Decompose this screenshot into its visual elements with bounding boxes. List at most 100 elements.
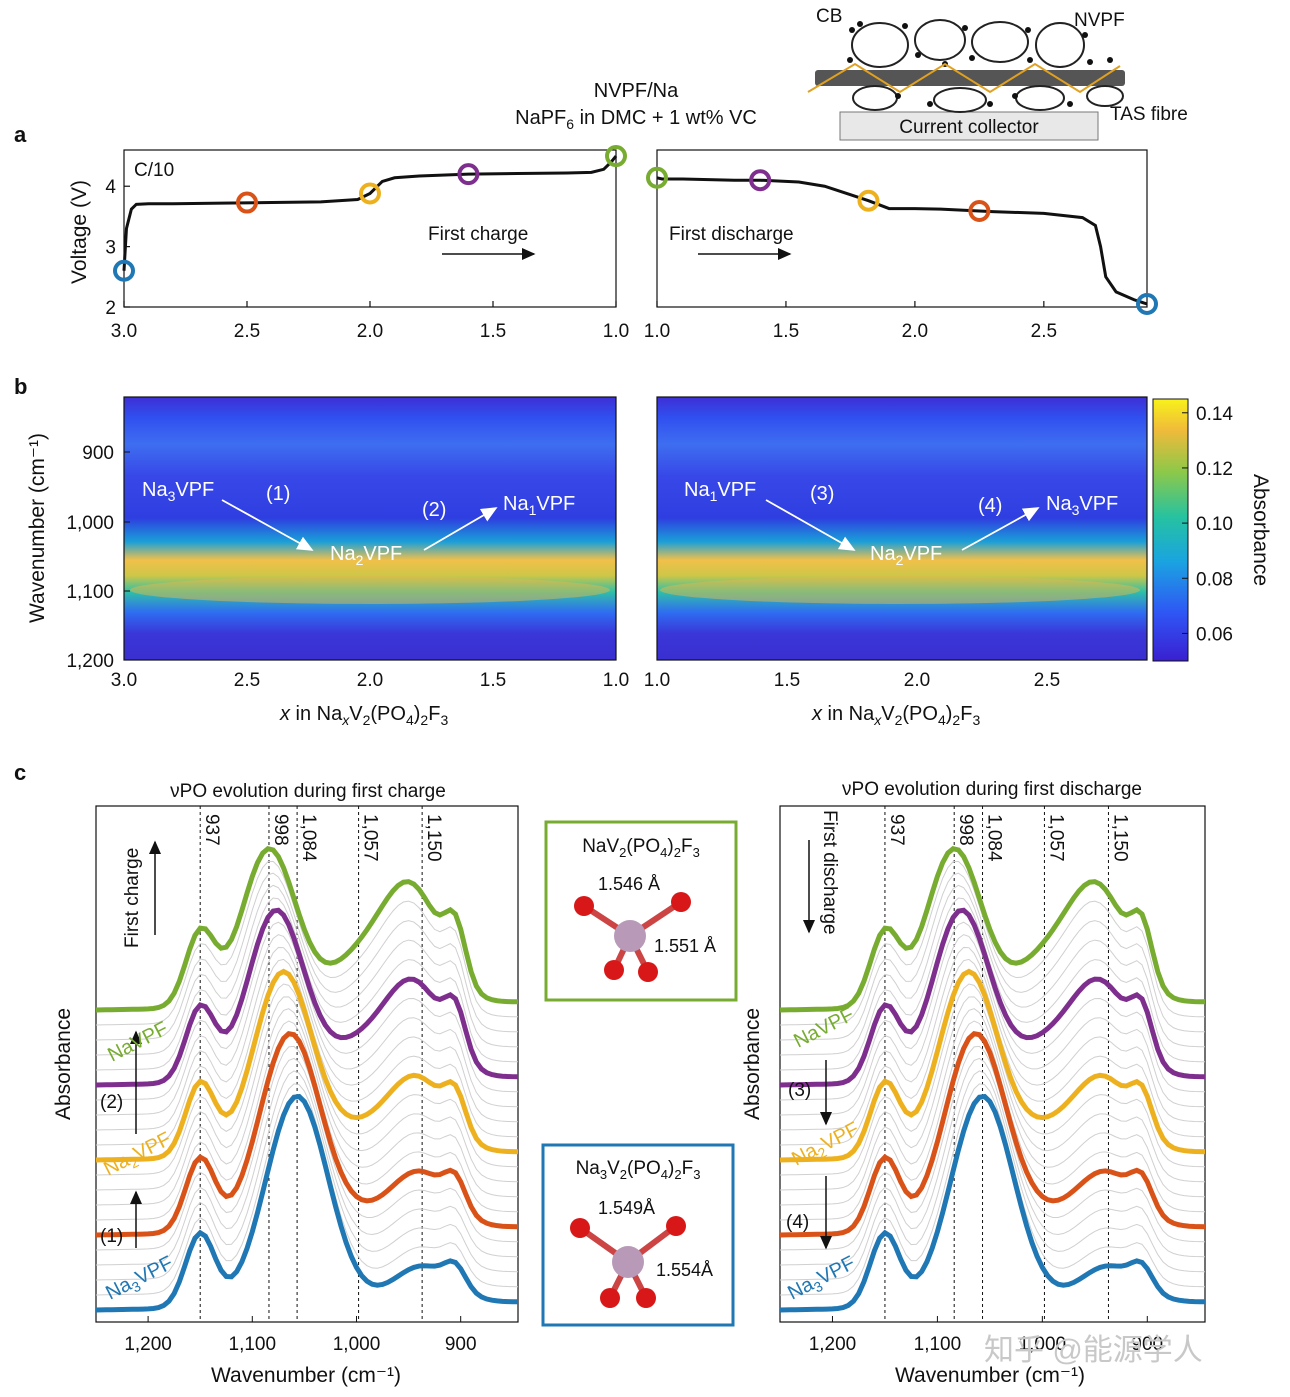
cell-title: NVPF/Na	[594, 80, 679, 102]
x-tick-b-right: 1.5	[774, 670, 800, 691]
reference-line-label: 1,150	[423, 814, 444, 862]
spectrum-purple	[779, 907, 1206, 1088]
intermediate-spectrum	[779, 884, 1206, 1056]
intermediate-spectrum	[779, 1020, 1206, 1221]
spectrum-blue	[95, 1093, 519, 1313]
colorbar-tick: 0.06	[1196, 624, 1233, 645]
heatmap-charge	[124, 397, 616, 660]
electrolyte-label: NaPF6 in DMC + 1 wt% VC	[515, 107, 757, 132]
intermediate-spectrum	[779, 946, 1206, 1131]
reference-line-label: 1,084	[298, 814, 319, 862]
voltage-curve	[122, 155, 618, 271]
panel-label-c: c	[14, 760, 26, 785]
voltage-marker-purple	[457, 163, 480, 186]
reference-line-label: 998	[270, 814, 291, 846]
heatmap-xlabel-left: x in NaxV2(PO4)2F3	[279, 703, 448, 728]
absorbance-axis-right: Absorbance	[741, 1008, 764, 1120]
spectra-x-tick: 1,200	[809, 1334, 857, 1355]
intermediate-spectrum	[95, 872, 519, 1041]
reference-line-label: 1,084	[984, 814, 1005, 862]
spectra-x-tick: 900	[445, 1334, 477, 1355]
x-tick-label: 1.5	[480, 321, 506, 342]
step-label-1: (1)	[100, 1226, 123, 1247]
heatmap-xlabel-right: x in NaxV2(PO4)2F3	[811, 703, 980, 728]
intermediate-spectrum	[779, 1008, 1206, 1206]
intermediate-spectrum	[95, 946, 519, 1131]
x-tick-b-left: 2.5	[234, 670, 260, 691]
x-tick-label: 2.5	[1031, 321, 1057, 342]
annot-step2: (2)	[422, 499, 446, 521]
annot-na3vpf-left: Na3VPF	[142, 479, 214, 504]
intermediate-spectrum	[779, 1045, 1206, 1251]
x-tick-label: 3.0	[111, 321, 137, 342]
voltage-marker-orange	[236, 191, 258, 214]
x-tick-b-right: 2.5	[1034, 670, 1060, 691]
wavenumber-label-left: Wavenumber (cm⁻¹)	[211, 1364, 401, 1387]
spectrum-orange	[779, 1031, 1206, 1238]
voltage-marker-purple	[749, 169, 772, 192]
spectra-x-tick: 1,000	[333, 1334, 381, 1355]
spectrum-green	[779, 845, 1206, 1013]
wavenumber-tick: 1,000	[66, 513, 114, 534]
voltage-marker-green	[646, 166, 668, 189]
cb-label: CB	[816, 6, 842, 27]
absorbance-axis-left: Absorbance	[52, 1008, 75, 1120]
x-tick-label: 2.5	[234, 321, 260, 342]
intermediate-spectrum	[779, 897, 1206, 1071]
intermediate-spectrum	[95, 1020, 519, 1221]
structure-top-bond2: 1.551 Å	[654, 936, 716, 956]
wavenumber-axis-label: Wavenumber (cm⁻¹)	[26, 433, 49, 623]
first-discharge-label: First discharge	[669, 224, 794, 245]
intermediate-spectrum	[95, 1057, 519, 1266]
intermediate-spectrum	[779, 996, 1206, 1191]
wavenumber-tick: 1,200	[66, 651, 114, 672]
reference-line-label: 937	[201, 814, 222, 846]
x-tick-label: 1.5	[773, 321, 799, 342]
x-tick-label: 2.0	[902, 321, 928, 342]
colorbar-tick: 0.12	[1196, 459, 1233, 480]
annot-step1: (1)	[266, 483, 290, 505]
panel-a-voltage: Voltage (V) C/10 First charge First disc…	[68, 145, 1158, 342]
discharge-axes	[656, 149, 1148, 308]
panel-label-a: a	[14, 122, 27, 147]
step-label-2: (2)	[100, 1092, 123, 1113]
x-tick-b-left: 2.0	[357, 670, 383, 691]
annot-na1vpf-left: Na1VPF	[503, 493, 575, 518]
colorbar	[1152, 398, 1189, 662]
x-tick-b-left: 3.0	[111, 670, 137, 691]
current-collector	[839, 111, 1099, 141]
current-collector-label: Current collector	[899, 117, 1039, 138]
label-na2vpf-right: Na2VPF	[788, 1118, 864, 1173]
colorbar-tick: 0.08	[1196, 569, 1233, 590]
reference-line-label: 998	[955, 814, 976, 846]
voltage-axis-label: Voltage (V)	[68, 180, 91, 284]
wavenumber-tick: 1,100	[66, 582, 114, 603]
first-charge-vertical-label: First charge	[122, 848, 143, 948]
annot-step3: (3)	[810, 483, 834, 505]
step-label-3: (3)	[788, 1080, 811, 1101]
intermediate-spectrum	[95, 860, 519, 1026]
colorbar-label: Absorbance	[1249, 474, 1272, 586]
first-discharge-vertical-label: First discharge	[819, 810, 840, 935]
wavenumber-label-right: Wavenumber (cm⁻¹)	[895, 1364, 1085, 1387]
intermediate-spectrum	[95, 884, 519, 1056]
spectra-x-tick: 1,000	[1019, 1334, 1067, 1355]
reference-line-label: 1,057	[1045, 814, 1066, 862]
watermark: 知乎 @能源学人	[984, 1334, 1203, 1367]
intermediate-spectrum	[779, 934, 1206, 1116]
spectra-discharge-title: νPO evolution during first discharge	[842, 779, 1142, 800]
annot-na3vpf-right: Na3VPF	[1046, 493, 1118, 518]
structure-bottom-bond2: 1.554Å	[656, 1260, 713, 1280]
intermediate-spectrum	[779, 1083, 1206, 1296]
y-tick-label: 4	[105, 177, 116, 198]
x-tick-label: 1.0	[603, 321, 629, 342]
spectrum-purple	[95, 907, 519, 1088]
wavenumber-tick: 900	[82, 443, 114, 464]
x-tick-b-right: 1.0	[644, 670, 670, 691]
panel-b-heatmap: Wavenumber (cm⁻¹) Na3VPF (1) Na2VPF (2) …	[26, 396, 1272, 728]
panel-label-b: b	[14, 374, 27, 399]
voltage-marker-blue	[113, 259, 135, 282]
intermediate-spectrum	[95, 1045, 519, 1251]
intermediate-spectrum	[779, 872, 1206, 1041]
intermediate-spectrum	[779, 1057, 1206, 1266]
